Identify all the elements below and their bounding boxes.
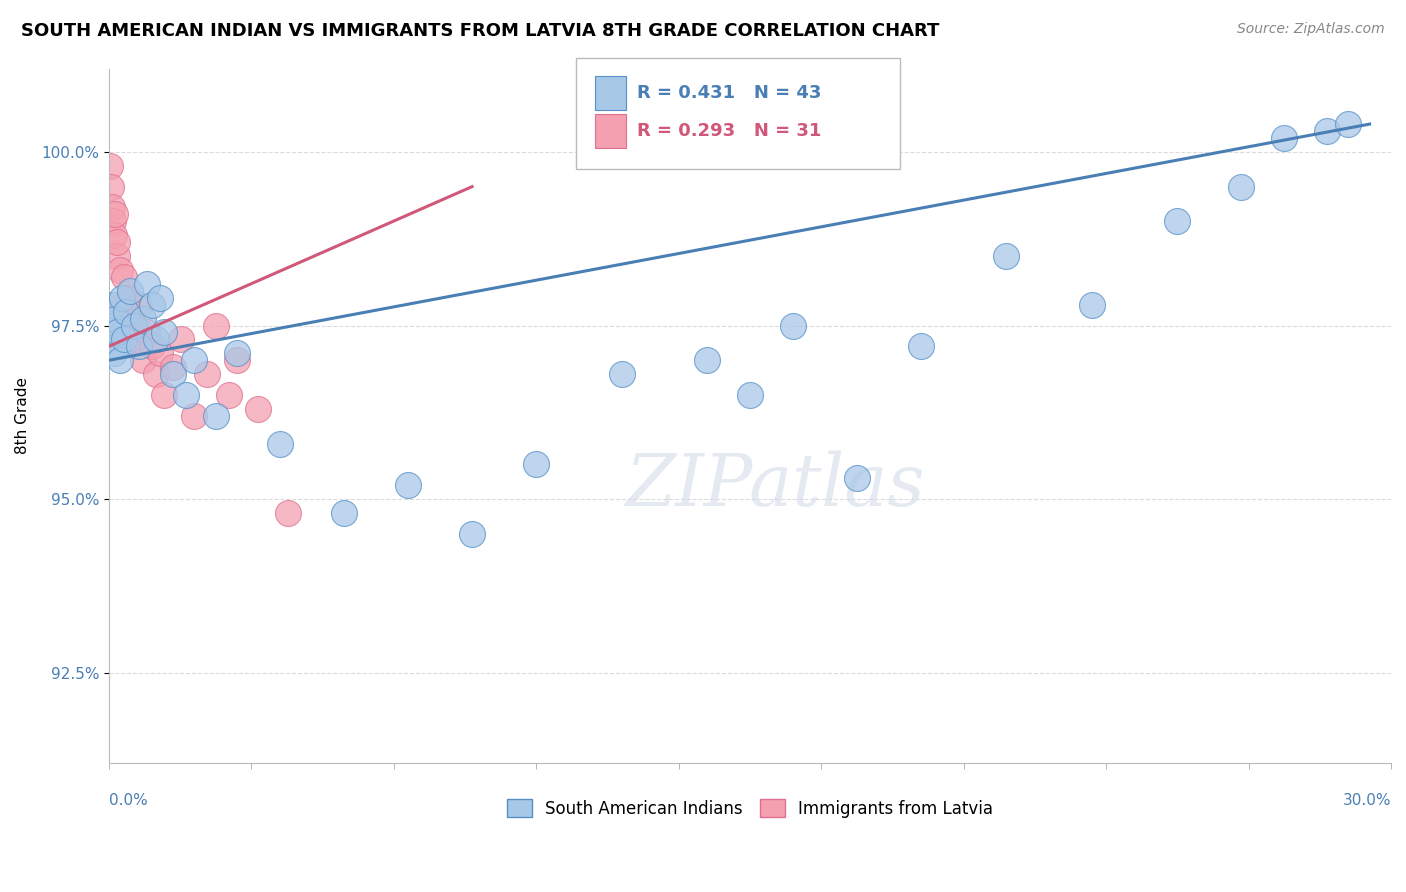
Point bbox=[120, 284, 142, 298]
Point bbox=[104, 311, 127, 326]
Point bbox=[136, 326, 159, 340]
Point bbox=[115, 304, 138, 318]
Point bbox=[524, 458, 547, 472]
Point bbox=[1166, 214, 1188, 228]
Point bbox=[995, 249, 1018, 263]
Point bbox=[1272, 131, 1295, 145]
Point bbox=[162, 367, 184, 381]
Text: R = 0.431   N = 43: R = 0.431 N = 43 bbox=[637, 84, 821, 102]
Point bbox=[461, 527, 484, 541]
Point bbox=[204, 409, 226, 423]
Point bbox=[910, 339, 932, 353]
Point bbox=[141, 339, 163, 353]
Point bbox=[128, 298, 150, 312]
Point bbox=[117, 291, 139, 305]
Point bbox=[149, 346, 172, 360]
Point bbox=[112, 269, 135, 284]
Point bbox=[105, 339, 128, 353]
Point bbox=[101, 298, 124, 312]
Point bbox=[396, 478, 419, 492]
Text: ZIPatlas: ZIPatlas bbox=[626, 450, 925, 521]
Point bbox=[115, 318, 138, 333]
Point bbox=[108, 263, 131, 277]
Point bbox=[1316, 124, 1339, 138]
Point bbox=[98, 159, 121, 173]
Point bbox=[269, 436, 291, 450]
Point bbox=[333, 506, 356, 520]
Point bbox=[149, 291, 172, 305]
Point bbox=[124, 333, 146, 347]
Point bbox=[105, 249, 128, 263]
Point bbox=[1081, 298, 1104, 312]
Point bbox=[101, 318, 124, 333]
Point bbox=[108, 353, 131, 368]
Point bbox=[101, 214, 124, 228]
Point bbox=[204, 318, 226, 333]
Point bbox=[1337, 117, 1360, 131]
Text: Source: ZipAtlas.com: Source: ZipAtlas.com bbox=[1237, 22, 1385, 37]
Point bbox=[105, 235, 128, 249]
Point bbox=[738, 388, 761, 402]
Point bbox=[101, 201, 124, 215]
Point bbox=[141, 298, 163, 312]
Text: SOUTH AMERICAN INDIAN VS IMMIGRANTS FROM LATVIA 8TH GRADE CORRELATION CHART: SOUTH AMERICAN INDIAN VS IMMIGRANTS FROM… bbox=[21, 22, 939, 40]
Text: 30.0%: 30.0% bbox=[1343, 793, 1391, 808]
Point bbox=[103, 346, 125, 360]
Point bbox=[111, 291, 134, 305]
Point bbox=[132, 353, 155, 368]
Point bbox=[226, 353, 249, 368]
Point bbox=[111, 298, 134, 312]
Point bbox=[105, 326, 128, 340]
Point bbox=[145, 333, 167, 347]
Point bbox=[132, 311, 155, 326]
Point bbox=[124, 318, 146, 333]
Point bbox=[112, 333, 135, 347]
Text: R = 0.293   N = 31: R = 0.293 N = 31 bbox=[637, 122, 821, 140]
Point bbox=[696, 353, 718, 368]
Point bbox=[195, 367, 218, 381]
Point bbox=[226, 346, 249, 360]
Point bbox=[170, 333, 193, 347]
Point bbox=[153, 388, 176, 402]
Point bbox=[100, 179, 122, 194]
Point bbox=[845, 471, 868, 485]
Point bbox=[100, 333, 122, 347]
Point bbox=[128, 339, 150, 353]
Point bbox=[183, 353, 205, 368]
Point bbox=[247, 401, 270, 416]
Text: 0.0%: 0.0% bbox=[108, 793, 148, 808]
Point bbox=[153, 326, 176, 340]
Point bbox=[162, 360, 184, 375]
Y-axis label: 8th Grade: 8th Grade bbox=[15, 377, 30, 454]
Point bbox=[218, 388, 240, 402]
Point bbox=[277, 506, 299, 520]
Point bbox=[1230, 179, 1253, 194]
Point bbox=[183, 409, 205, 423]
Point bbox=[610, 367, 633, 381]
Point bbox=[174, 388, 197, 402]
Legend: South American Indians, Immigrants from Latvia: South American Indians, Immigrants from … bbox=[501, 793, 1000, 824]
Point bbox=[145, 367, 167, 381]
Point bbox=[136, 277, 159, 291]
Point bbox=[104, 207, 127, 221]
Point bbox=[103, 228, 125, 243]
Point bbox=[782, 318, 804, 333]
Point bbox=[120, 311, 142, 326]
